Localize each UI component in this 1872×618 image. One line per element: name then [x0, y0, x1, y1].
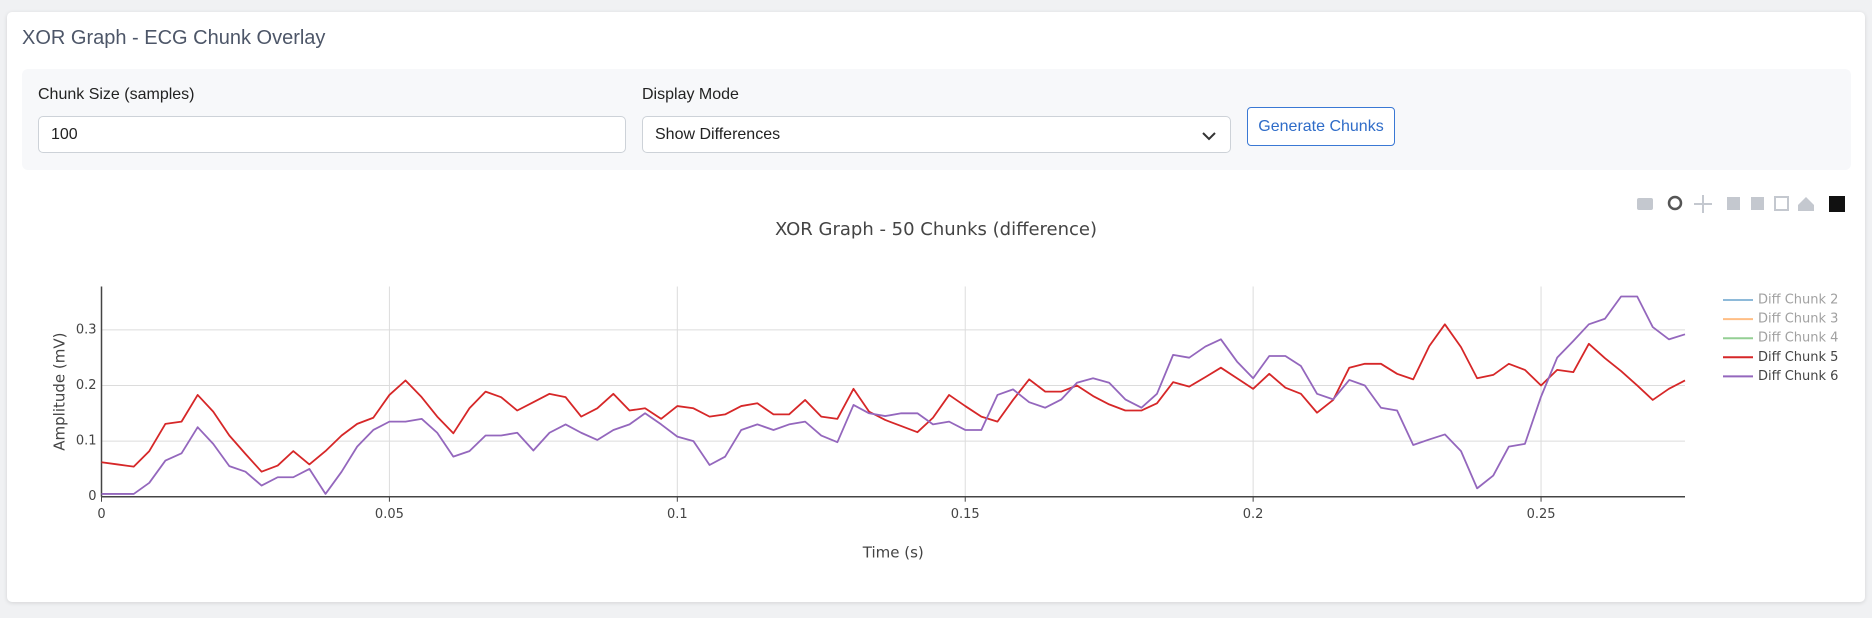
chunk-size-input[interactable]: 100 — [38, 116, 626, 153]
display-mode-select[interactable]: Show Differences — [642, 116, 1231, 153]
y-axis-label: Amplitude (mV) — [51, 332, 69, 450]
legend-label: Diff Chunk 4 — [1758, 331, 1838, 346]
x-tick-label: 0.15 — [951, 507, 980, 522]
y-tick-label: 0.3 — [76, 322, 97, 337]
legend-item[interactable]: Diff Chunk 3 — [1723, 312, 1838, 327]
legend-item[interactable]: Diff Chunk 4 — [1723, 331, 1838, 346]
select-value: Show Differences — [655, 126, 781, 143]
legend-label: Diff Chunk 2 — [1758, 293, 1838, 308]
zoom-in-icon[interactable] — [1727, 197, 1740, 210]
x-tick-label: 0.1 — [667, 507, 688, 522]
x-axis-label: Time (s) — [862, 544, 924, 562]
legend-label: Diff Chunk 3 — [1758, 312, 1838, 327]
page-title: XOR Graph - ECG Chunk Overlay — [22, 27, 326, 49]
generate-button[interactable]: Generate Chunks — [1247, 107, 1395, 146]
camera-icon[interactable] — [1637, 198, 1653, 210]
legend-label: Diff Chunk 5 — [1758, 350, 1838, 365]
legend-item[interactable]: Diff Chunk 6 — [1723, 369, 1838, 384]
zoom-icon[interactable] — [1667, 195, 1683, 211]
series-line — [101, 323, 1686, 473]
series-line — [101, 295, 1686, 495]
legend-item[interactable]: Diff Chunk 5 — [1723, 350, 1838, 365]
legend-item[interactable]: Diff Chunk 2 — [1723, 293, 1838, 308]
reset-icon[interactable] — [1798, 197, 1814, 211]
zoom-out-icon[interactable] — [1751, 197, 1764, 210]
y-tick-label: 0 — [88, 489, 96, 504]
y-tick-label: 0.1 — [76, 434, 97, 449]
plotly-logo[interactable] — [1829, 196, 1845, 212]
x-tick-label: 0.25 — [1527, 507, 1556, 522]
x-tick-label: 0.05 — [375, 507, 404, 522]
legend-label: Diff Chunk 6 — [1758, 369, 1838, 384]
chevron — [1202, 132, 1216, 141]
y-tick-label: 0.2 — [76, 378, 97, 393]
field-label: Display Mode — [642, 86, 739, 103]
x-tick-label: 0.2 — [1243, 507, 1264, 522]
field-label: Chunk Size (samples) — [38, 86, 195, 103]
pan-icon[interactable] — [1694, 195, 1712, 213]
autoscale-icon[interactable] — [1774, 196, 1789, 211]
chart-title: XOR Graph - 50 Chunks (difference) — [775, 219, 1097, 240]
x-tick-label: 0 — [97, 507, 105, 522]
modebar — [1637, 195, 1845, 213]
